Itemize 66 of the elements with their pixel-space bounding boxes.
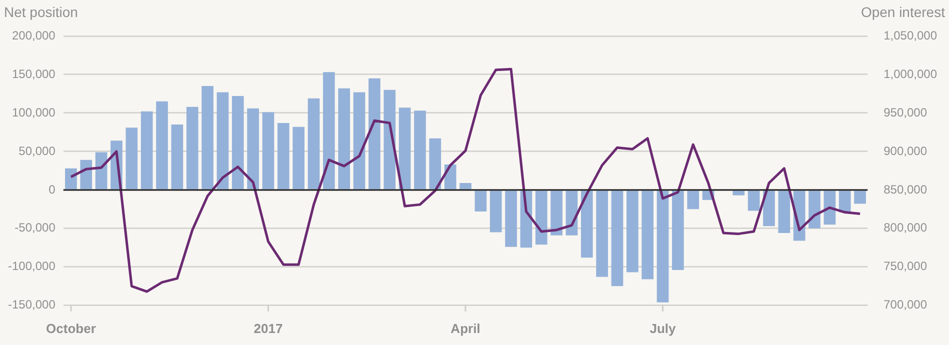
y2-tick-label: 900,000 — [884, 144, 928, 158]
bar — [838, 190, 851, 212]
bar — [656, 190, 669, 302]
y-tick-label: 50,000 — [18, 144, 56, 158]
y-tick-label: 100,000 — [12, 105, 56, 120]
y-tick-label: 200,000 — [12, 28, 56, 42]
y2-tick-label: 1,050,000 — [884, 28, 938, 42]
bar — [368, 78, 380, 190]
y2-tick-label: 1,000,000 — [884, 66, 938, 81]
bar — [626, 190, 638, 272]
bar — [596, 190, 608, 277]
bar — [292, 126, 304, 190]
bar — [308, 98, 320, 190]
bar — [490, 190, 502, 232]
y-tick-label: -100,000 — [8, 259, 56, 274]
y-tick-label: -150,000 — [8, 298, 56, 312]
bar — [232, 96, 244, 190]
bar — [429, 138, 442, 190]
y-axis-title: Net position — [4, 4, 78, 20]
bar — [353, 92, 366, 190]
y2-tick-label: 850,000 — [884, 182, 928, 196]
x-tick-label: 2017 — [254, 320, 283, 336]
bar — [398, 108, 411, 190]
x-tick-label: April — [450, 320, 480, 336]
bar — [156, 101, 168, 190]
bar — [277, 122, 290, 190]
y2-tick-label: 800,000 — [884, 220, 928, 235]
bar — [202, 86, 214, 190]
bar — [748, 190, 760, 211]
bar — [580, 190, 593, 258]
bar — [550, 190, 562, 236]
bar — [216, 92, 229, 190]
bar — [854, 190, 866, 204]
bar — [126, 128, 138, 190]
bar — [824, 190, 836, 225]
y2-tick-label: 950,000 — [884, 105, 928, 120]
y-tick-label: 150,000 — [12, 66, 56, 81]
x-tick-label: October — [46, 320, 96, 336]
y2-tick-label: 700,000 — [884, 298, 928, 312]
bar — [505, 190, 517, 247]
bar — [262, 112, 274, 190]
bar — [535, 190, 548, 245]
y-tick-label: -50,000 — [14, 220, 56, 235]
y2-tick-label: 750,000 — [884, 259, 928, 274]
bar — [247, 108, 259, 190]
bar — [763, 190, 775, 226]
bar — [384, 90, 396, 190]
bar — [474, 190, 487, 212]
bar — [323, 72, 335, 190]
bar — [778, 190, 790, 234]
bar — [611, 190, 624, 286]
bar — [460, 183, 472, 190]
bar — [672, 190, 684, 270]
y2-axis-title: Open interest — [860, 4, 946, 20]
bar — [338, 88, 350, 190]
bar — [140, 111, 153, 190]
bar — [808, 190, 820, 228]
bar — [186, 106, 198, 190]
bar — [414, 110, 426, 190]
bar — [642, 190, 654, 280]
x-tick-label: July — [650, 320, 677, 336]
bar — [171, 124, 184, 190]
bar — [687, 190, 700, 210]
bar — [732, 190, 745, 196]
y-tick-label: 0 — [48, 182, 56, 196]
bar — [65, 168, 77, 190]
